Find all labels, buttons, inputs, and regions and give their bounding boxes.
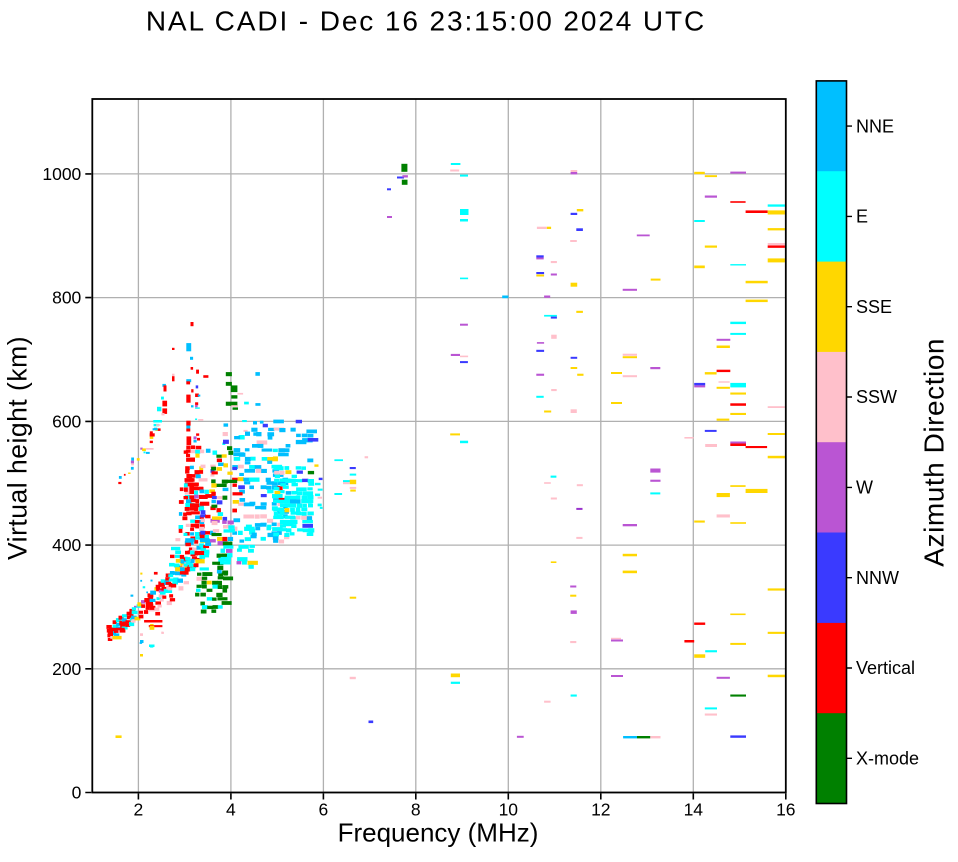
svg-text:SSW: SSW (856, 387, 897, 407)
svg-text:X-mode: X-mode (856, 749, 919, 769)
svg-text:Virtual height (km): Virtual height (km) (3, 336, 33, 560)
svg-text:E: E (856, 207, 868, 227)
svg-text:6: 6 (319, 800, 329, 820)
svg-text:1000: 1000 (42, 164, 81, 184)
svg-text:8: 8 (411, 800, 421, 820)
svg-text:800: 800 (52, 288, 81, 308)
svg-text:Frequency (MHz): Frequency (MHz) (338, 818, 539, 848)
svg-text:W: W (856, 478, 873, 498)
svg-text:200: 200 (52, 659, 81, 679)
svg-text:14: 14 (684, 800, 704, 820)
svg-text:SSE: SSE (856, 297, 892, 317)
svg-text:10: 10 (499, 800, 519, 820)
svg-text:2: 2 (134, 800, 144, 820)
svg-text:NAL CADI - Dec 16 23:15:00 202: NAL CADI - Dec 16 23:15:00 2024 UTC (146, 6, 706, 37)
svg-text:16: 16 (776, 800, 795, 820)
svg-text:NNE: NNE (856, 116, 894, 136)
svg-text:400: 400 (52, 535, 81, 555)
svg-text:NNW: NNW (856, 568, 899, 588)
svg-text:12: 12 (591, 800, 610, 820)
svg-text:600: 600 (52, 411, 81, 431)
svg-text:Vertical: Vertical (856, 658, 915, 678)
svg-text:4: 4 (226, 800, 236, 820)
svg-text:0: 0 (72, 783, 82, 803)
svg-text:Azimuth Direction: Azimuth Direction (919, 338, 950, 567)
